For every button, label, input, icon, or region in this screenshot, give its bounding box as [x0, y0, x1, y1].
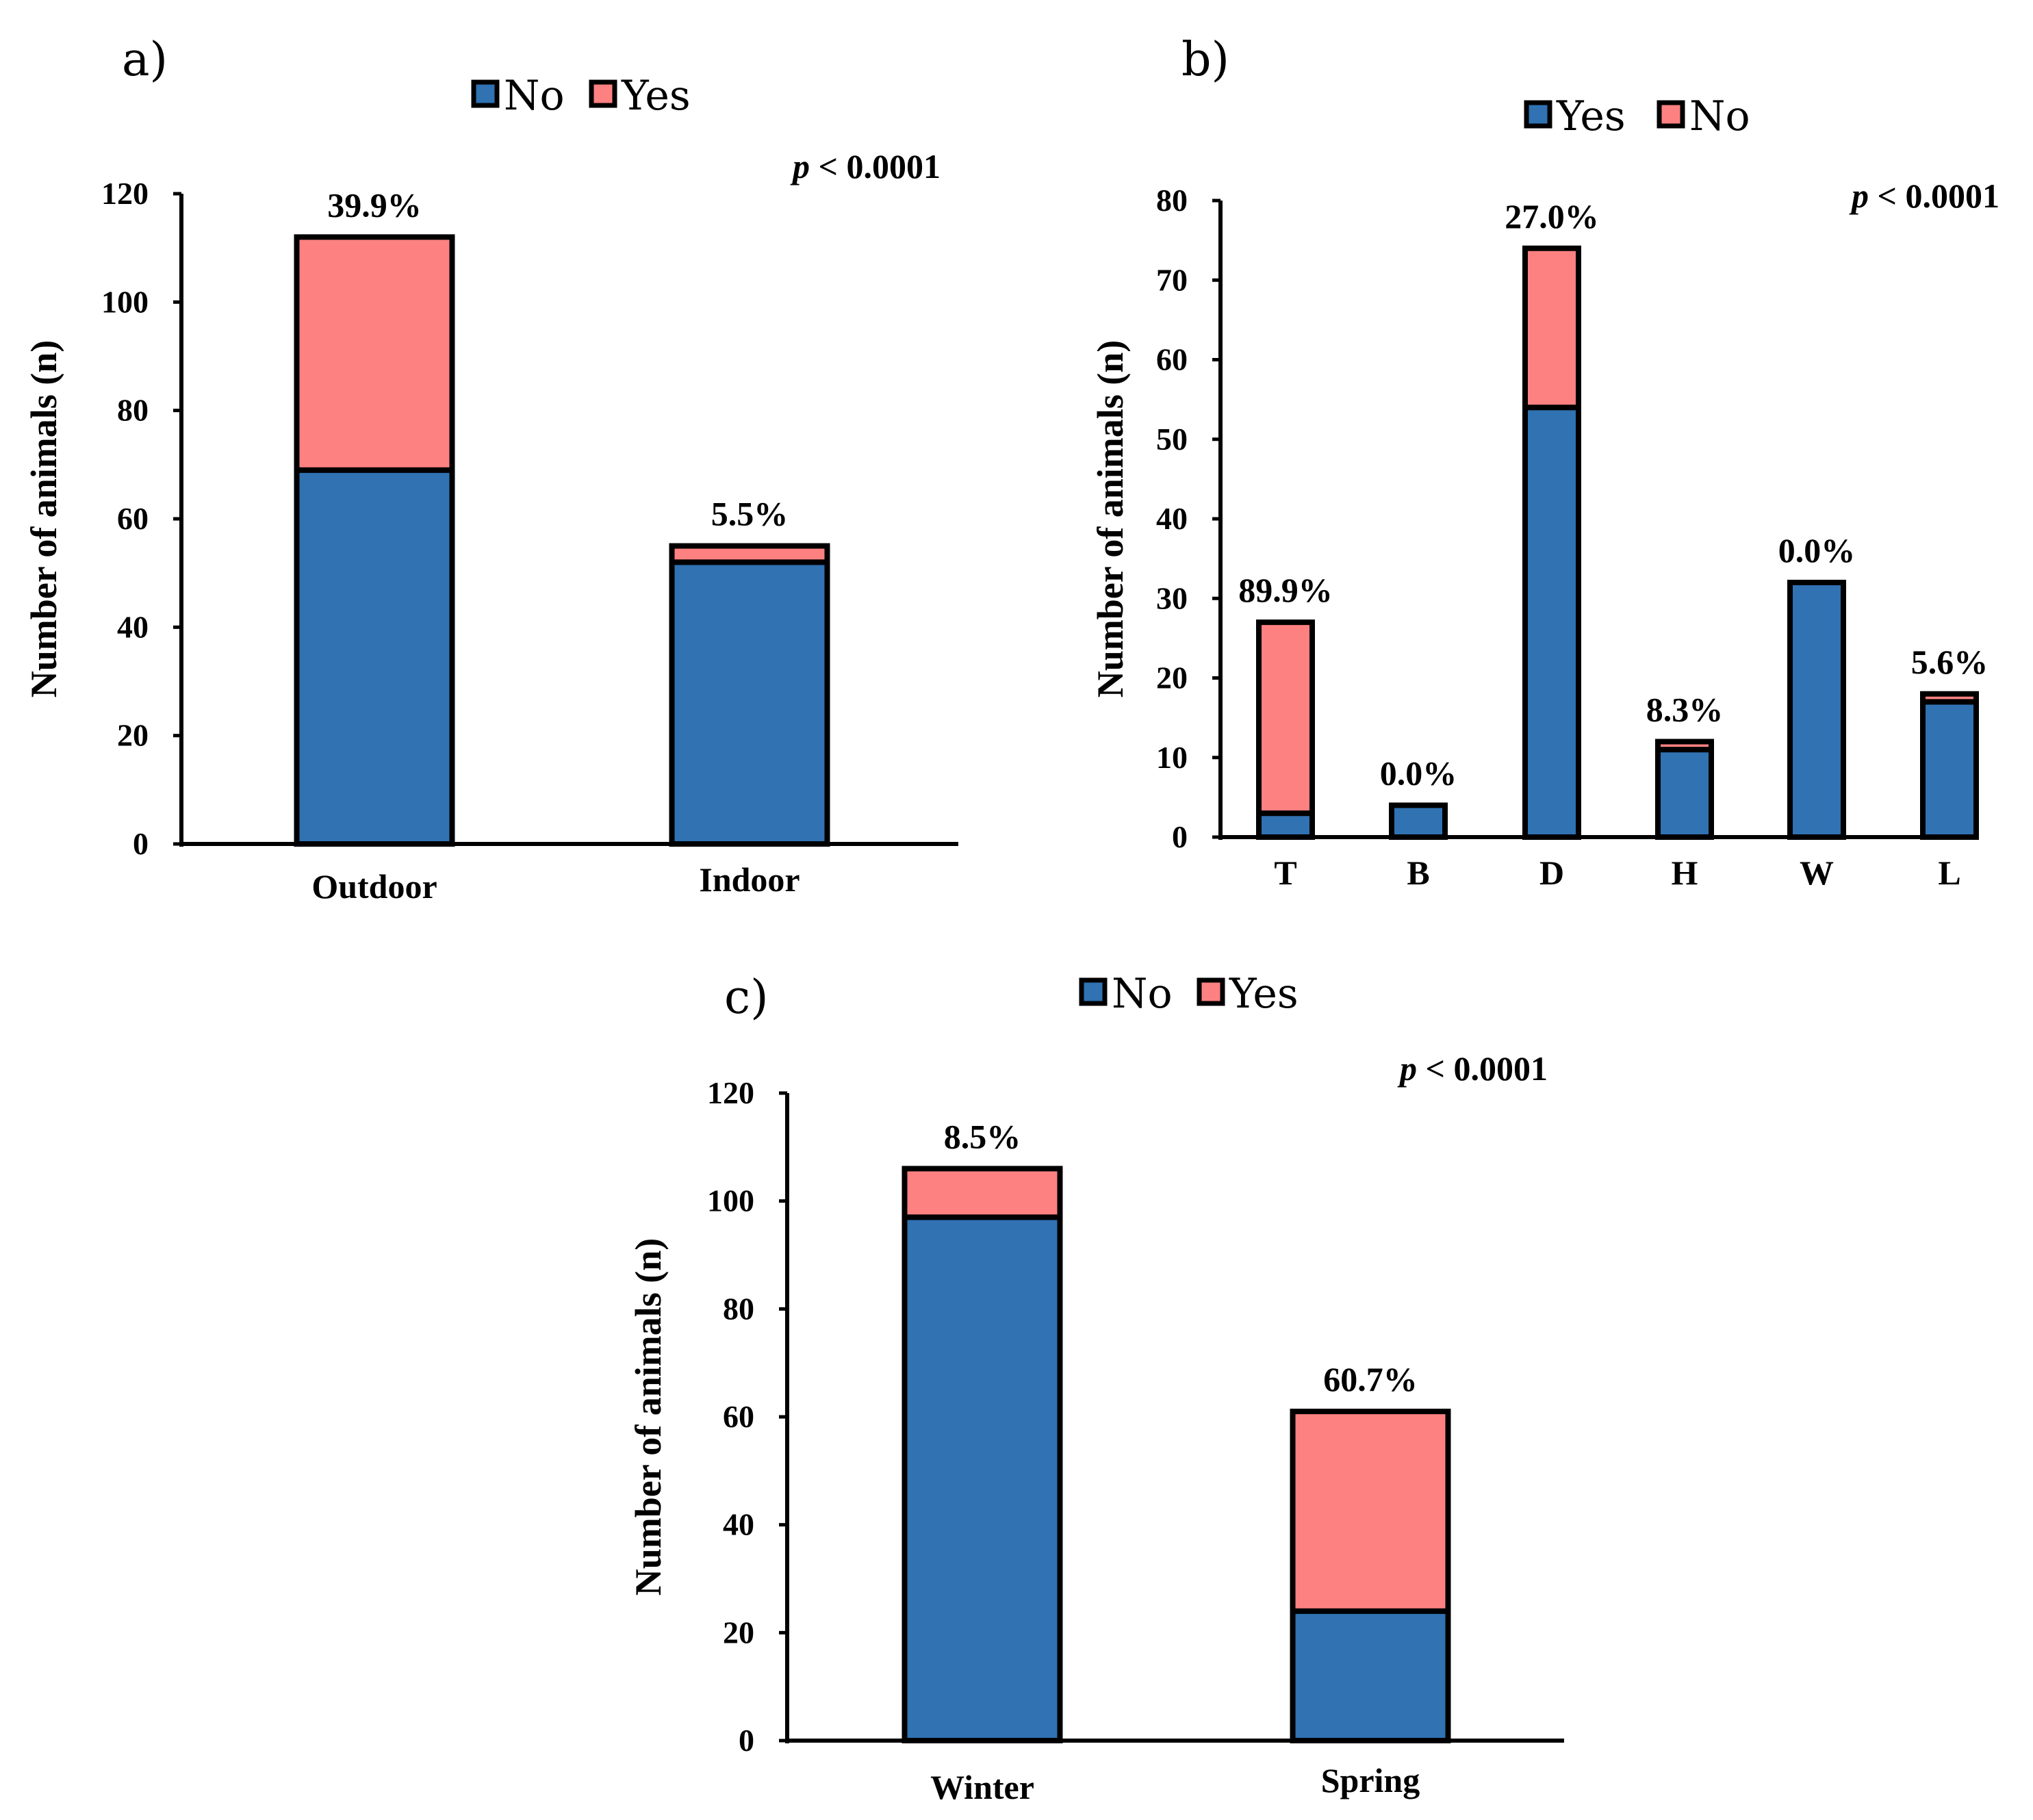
- bar-t-no: [1256, 619, 1315, 817]
- bar-winter-yes: [902, 1166, 1063, 1220]
- bar-outdoor-no: [294, 467, 455, 847]
- legend-swatch-yes: [1197, 977, 1225, 1006]
- bar-label-b: 0.0%: [1380, 754, 1457, 793]
- bar-h-yes: [1655, 747, 1714, 840]
- y-tick-label: 80: [1156, 183, 1188, 218]
- chart-panel-3: c) No Yes p < 0.0001 0 20 40 60 80 100 120 Number o…: [628, 970, 1564, 1806]
- bar-label-t: 89.9%: [1238, 571, 1333, 609]
- chart-panel-1: a) No Yes p < 0.0001 0 20 40 60 80 100 120 Number o…: [23, 33, 958, 906]
- y-tick-label: 120: [707, 1075, 754, 1110]
- y-tick-label: 40: [1156, 501, 1188, 536]
- y-tick-label: 20: [117, 718, 149, 753]
- bar-label-outdoor: 39.9%: [327, 185, 422, 224]
- bar-label-winter: 8.5%: [944, 1117, 1021, 1155]
- y-tick-label: 60: [723, 1399, 754, 1434]
- y-axis-title: Number of animals (n): [628, 1238, 669, 1596]
- panel-label: a): [122, 33, 168, 87]
- bar-label-indoor: 5.5%: [711, 495, 789, 533]
- x-category-label-d: D: [1539, 854, 1564, 892]
- legend-label-no: No: [504, 72, 565, 120]
- legend-label-no: No: [1689, 92, 1750, 140]
- bar-label-l: 5.6%: [1911, 643, 1989, 681]
- legend-label-yes: Yes: [1556, 92, 1626, 140]
- bar-spring-yes: [1290, 1409, 1451, 1614]
- panel-label: b): [1181, 33, 1229, 87]
- bar-l-no: [1920, 691, 1979, 705]
- legend-swatch-no: [1657, 100, 1685, 129]
- y-tick-label: 0: [1172, 819, 1188, 854]
- bar-l-yes: [1920, 699, 1979, 840]
- x-category-label-winter: Winter: [930, 1768, 1034, 1806]
- p-value: p < 0.0001: [1849, 177, 1999, 215]
- x-category-label-t: T: [1274, 854, 1296, 892]
- y-tick-label: 60: [1156, 342, 1188, 377]
- bar-outdoor-yes: [294, 234, 455, 473]
- panel-label: c): [724, 971, 769, 1025]
- x-category-label-b: B: [1407, 854, 1429, 892]
- y-tick-label: 100: [707, 1183, 754, 1218]
- bar-label-w: 0.0%: [1778, 531, 1856, 569]
- y-tick-label: 0: [739, 1723, 754, 1758]
- bar-d-no: [1522, 245, 1581, 411]
- legend-swatch-no: [471, 79, 500, 108]
- chart-panel-2: b) Yes No p < 0.0001 0 10 20 30 40 50 60 70 80 Number…: [1090, 33, 1999, 892]
- x-category-label-l: L: [1938, 854, 1960, 892]
- legend-swatch-yes: [1524, 100, 1552, 129]
- y-tick-label: 40: [117, 609, 149, 644]
- legend-swatch-yes: [589, 79, 617, 108]
- bar-h-no: [1655, 739, 1714, 753]
- y-tick-label: 60: [117, 501, 149, 536]
- y-tick-label: 70: [1156, 262, 1188, 297]
- y-tick-label: 40: [723, 1507, 754, 1542]
- bar-winter-no: [902, 1214, 1063, 1743]
- y-axis-title: Number of animals (n): [1090, 340, 1131, 698]
- p-value: p < 0.0001: [1397, 1049, 1548, 1088]
- bar-label-spring: 60.7%: [1323, 1360, 1418, 1398]
- legend-label-no: No: [1112, 970, 1173, 1018]
- x-category-label-outdoor: Outdoor: [311, 867, 437, 906]
- x-category-label-h: H: [1672, 854, 1698, 892]
- bar-b-yes: [1389, 802, 1448, 840]
- x-category-label-indoor: Indoor: [699, 860, 800, 899]
- y-tick-label: 0: [133, 826, 149, 861]
- y-tick-label: 20: [723, 1615, 754, 1650]
- x-category-label-w: W: [1800, 854, 1834, 892]
- y-tick-label: 30: [1156, 580, 1188, 615]
- bar-t-yes: [1256, 810, 1315, 840]
- bar-d-yes: [1522, 405, 1581, 840]
- bar-spring-no: [1290, 1608, 1451, 1744]
- y-tick-label: 10: [1156, 740, 1188, 775]
- bar-label-d: 27.0%: [1505, 197, 1599, 235]
- y-tick-label: 80: [723, 1291, 754, 1326]
- y-tick-label: 80: [117, 393, 149, 428]
- legend-swatch-no: [1079, 977, 1108, 1006]
- x-category-label-spring: Spring: [1321, 1761, 1420, 1799]
- bar-label-h: 8.3%: [1646, 691, 1724, 729]
- legend-label-yes: Yes: [621, 72, 691, 120]
- p-value: p < 0.0001: [790, 147, 941, 185]
- legend-label-yes: Yes: [1229, 970, 1299, 1018]
- bar-w-yes: [1787, 580, 1846, 840]
- bar-indoor-yes: [669, 543, 830, 565]
- bar-indoor-no: [669, 559, 830, 847]
- y-tick-label: 50: [1156, 422, 1188, 457]
- y-axis-title: Number of animals (n): [23, 340, 64, 698]
- y-tick-label: 20: [1156, 661, 1188, 695]
- y-tick-label: 100: [101, 284, 149, 319]
- y-tick-label: 120: [101, 176, 149, 211]
